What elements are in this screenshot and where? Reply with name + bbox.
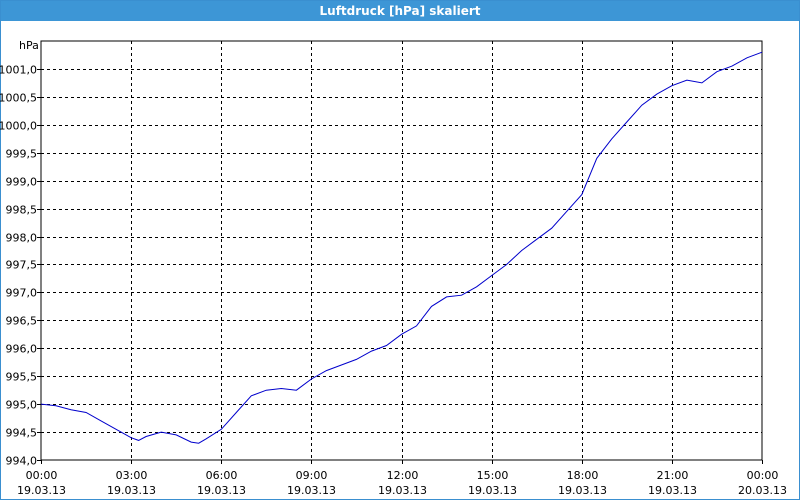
x-tick-time: 12:00 — [387, 469, 419, 482]
x-tick-date: 20.03.13 — [738, 484, 787, 497]
y-tick-label: 999,5 — [6, 148, 38, 161]
y-tick-label: 994,5 — [6, 427, 38, 440]
x-tick-time: 03:00 — [116, 469, 148, 482]
y-tick-label: 998,0 — [6, 232, 38, 245]
grid-lines — [41, 41, 762, 460]
x-tick-date: 19.03.13 — [648, 484, 697, 497]
x-tick-time: 15:00 — [477, 469, 509, 482]
y-tick-label: 994,0 — [6, 455, 38, 468]
x-tick-date: 19.03.13 — [468, 484, 517, 497]
x-tick-date: 19.03.13 — [107, 484, 156, 497]
y-axis-ticks: 994,0 994,5 995,0 995,5 996,0 996,5 997,0 997,5… — [0, 64, 41, 468]
y-tick-label: 996,5 — [6, 315, 38, 328]
series-line-luftdruck — [40, 51, 763, 444]
y-axis-unit: hPa — [19, 39, 39, 52]
x-tick-time: 00:00 — [26, 469, 58, 482]
y-tick-label: 999,0 — [6, 176, 38, 189]
x-tick-date: 19.03.13 — [287, 484, 336, 497]
x-tick-time: 09:00 — [296, 469, 328, 482]
plot-area — [40, 40, 763, 461]
y-tick-label: 997,5 — [6, 259, 38, 272]
x-axis-ticks: 00:00 19.03.13 03:00 19.03.13 06:00 19.03.13 0… — [17, 460, 787, 497]
x-tick-date: 19.03.13 — [197, 484, 246, 497]
x-tick-time: 18:00 — [567, 469, 599, 482]
x-tick-time: 21:00 — [657, 469, 689, 482]
x-tick-date: 19.03.13 — [17, 484, 66, 497]
window-title: Luftdruck [hPa] skaliert — [1, 1, 799, 21]
y-tick-label: 995,5 — [6, 371, 38, 384]
y-tick-label: 1000,0 — [0, 120, 37, 133]
y-tick-label: 998,5 — [6, 204, 38, 217]
y-tick-label: 1000,5 — [0, 92, 37, 105]
x-tick-date: 19.03.13 — [558, 484, 607, 497]
x-tick-date: 19.03.13 — [378, 484, 427, 497]
y-tick-label: 1001,0 — [0, 64, 37, 77]
y-tick-label: 995,0 — [6, 399, 38, 412]
y-tick-label: 996,0 — [6, 343, 38, 356]
x-tick-time: 00:00 — [747, 469, 779, 482]
x-tick-time: 06:00 — [206, 469, 238, 482]
y-tick-label: 997,0 — [6, 287, 38, 300]
